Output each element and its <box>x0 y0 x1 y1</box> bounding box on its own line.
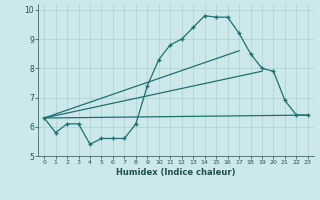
X-axis label: Humidex (Indice chaleur): Humidex (Indice chaleur) <box>116 168 236 177</box>
